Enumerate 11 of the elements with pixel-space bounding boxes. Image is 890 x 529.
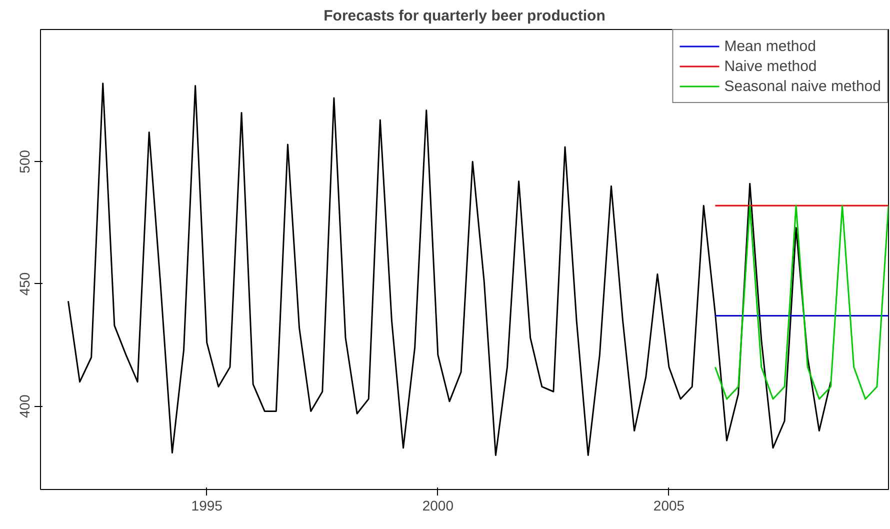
x-tick-label: 2000 (422, 498, 454, 514)
y-tick-label: 450 (16, 272, 32, 296)
line-series (714, 204, 888, 400)
legend-label: Naive method (724, 58, 817, 74)
legend-label: Mean method (724, 38, 816, 54)
legend-label: Seasonal naive method (724, 78, 881, 94)
x-tick-label: 2005 (653, 498, 685, 514)
y-tick-label: 400 (16, 394, 32, 418)
chart-title: Forecasts for quarterly beer production (324, 8, 606, 24)
x-tick-label: 1995 (191, 498, 223, 514)
y-tick-label: 500 (16, 150, 32, 174)
